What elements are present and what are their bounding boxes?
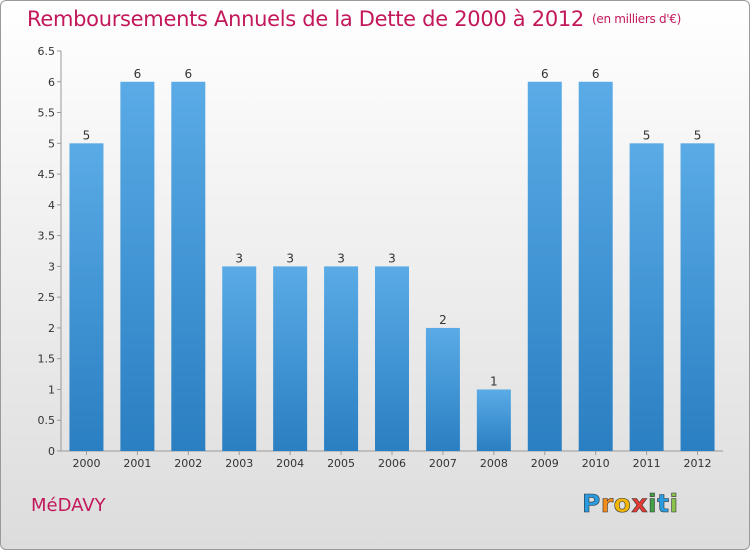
data-label: 3 — [337, 251, 345, 265]
logo-letter: t — [657, 489, 670, 519]
logo-letter: o — [613, 489, 632, 519]
y-tick-label: 3 — [48, 260, 55, 273]
y-tick-label: 1.5 — [38, 353, 56, 366]
x-tick-label: 2010 — [582, 457, 610, 470]
data-label: 6 — [134, 67, 142, 81]
data-label: 5 — [83, 128, 91, 142]
data-label: 5 — [694, 128, 702, 142]
bar — [273, 266, 308, 451]
data-label: 5 — [643, 128, 651, 142]
commune-name: MéDAVY — [31, 495, 106, 516]
x-tick-label: 2006 — [378, 457, 406, 470]
x-tick-label: 2005 — [327, 457, 355, 470]
logo-letter: r — [600, 489, 614, 519]
x-tick-label: 2003 — [225, 457, 253, 470]
bar — [324, 266, 359, 451]
bar — [69, 143, 104, 452]
x-tick-label: 2001 — [123, 457, 151, 470]
y-tick-label: 5.5 — [38, 107, 56, 120]
x-tick-label: 2011 — [633, 457, 661, 470]
y-tick-label: 6.5 — [38, 45, 56, 58]
bar — [120, 81, 155, 452]
bar — [629, 143, 664, 452]
data-label: 3 — [235, 251, 243, 265]
y-tick-label: 6 — [48, 76, 55, 89]
y-tick-label: 5 — [48, 137, 55, 150]
y-tick-label: 4 — [48, 199, 55, 212]
data-label: 6 — [541, 67, 549, 81]
x-tick-label: 2008 — [480, 457, 508, 470]
y-tick-label: 0 — [48, 445, 55, 458]
logo-letter: P — [582, 489, 601, 519]
logo-letter: i — [648, 489, 658, 519]
bar — [527, 81, 562, 452]
x-tick-label: 2004 — [276, 457, 304, 470]
unit-label: (en milliers d'€) — [592, 12, 682, 26]
y-tick-label: 2 — [48, 322, 55, 335]
logo-letter: i — [669, 489, 679, 519]
bar — [578, 81, 613, 452]
y-tick-label: 0.5 — [38, 414, 56, 427]
x-tick-label: 2012 — [684, 457, 712, 470]
data-label: 6 — [184, 67, 192, 81]
proxiti-logo: Proxiti — [582, 489, 679, 519]
chart-title: Remboursements Annuels de la Dette de 20… — [27, 7, 682, 31]
y-tick-label: 3.5 — [38, 230, 56, 243]
x-tick-label: 2000 — [72, 457, 100, 470]
x-tick-label: 2007 — [429, 457, 457, 470]
bar — [680, 143, 715, 452]
y-tick-label: 2.5 — [38, 291, 56, 304]
bar — [375, 266, 409, 451]
data-label: 6 — [592, 67, 600, 81]
y-tick-label: 1 — [48, 383, 55, 396]
x-tick-label: 2009 — [531, 457, 559, 470]
data-label: 2 — [439, 313, 447, 327]
logo-letter: x — [631, 489, 648, 519]
x-tick-label: 2002 — [174, 457, 202, 470]
data-label: 3 — [388, 251, 396, 265]
data-label: 3 — [286, 251, 294, 265]
bar — [222, 266, 257, 451]
bar — [171, 81, 206, 452]
bar — [476, 389, 511, 451]
y-tick-label: 4.5 — [38, 168, 56, 181]
bar — [425, 327, 460, 451]
data-label: 1 — [490, 374, 498, 388]
